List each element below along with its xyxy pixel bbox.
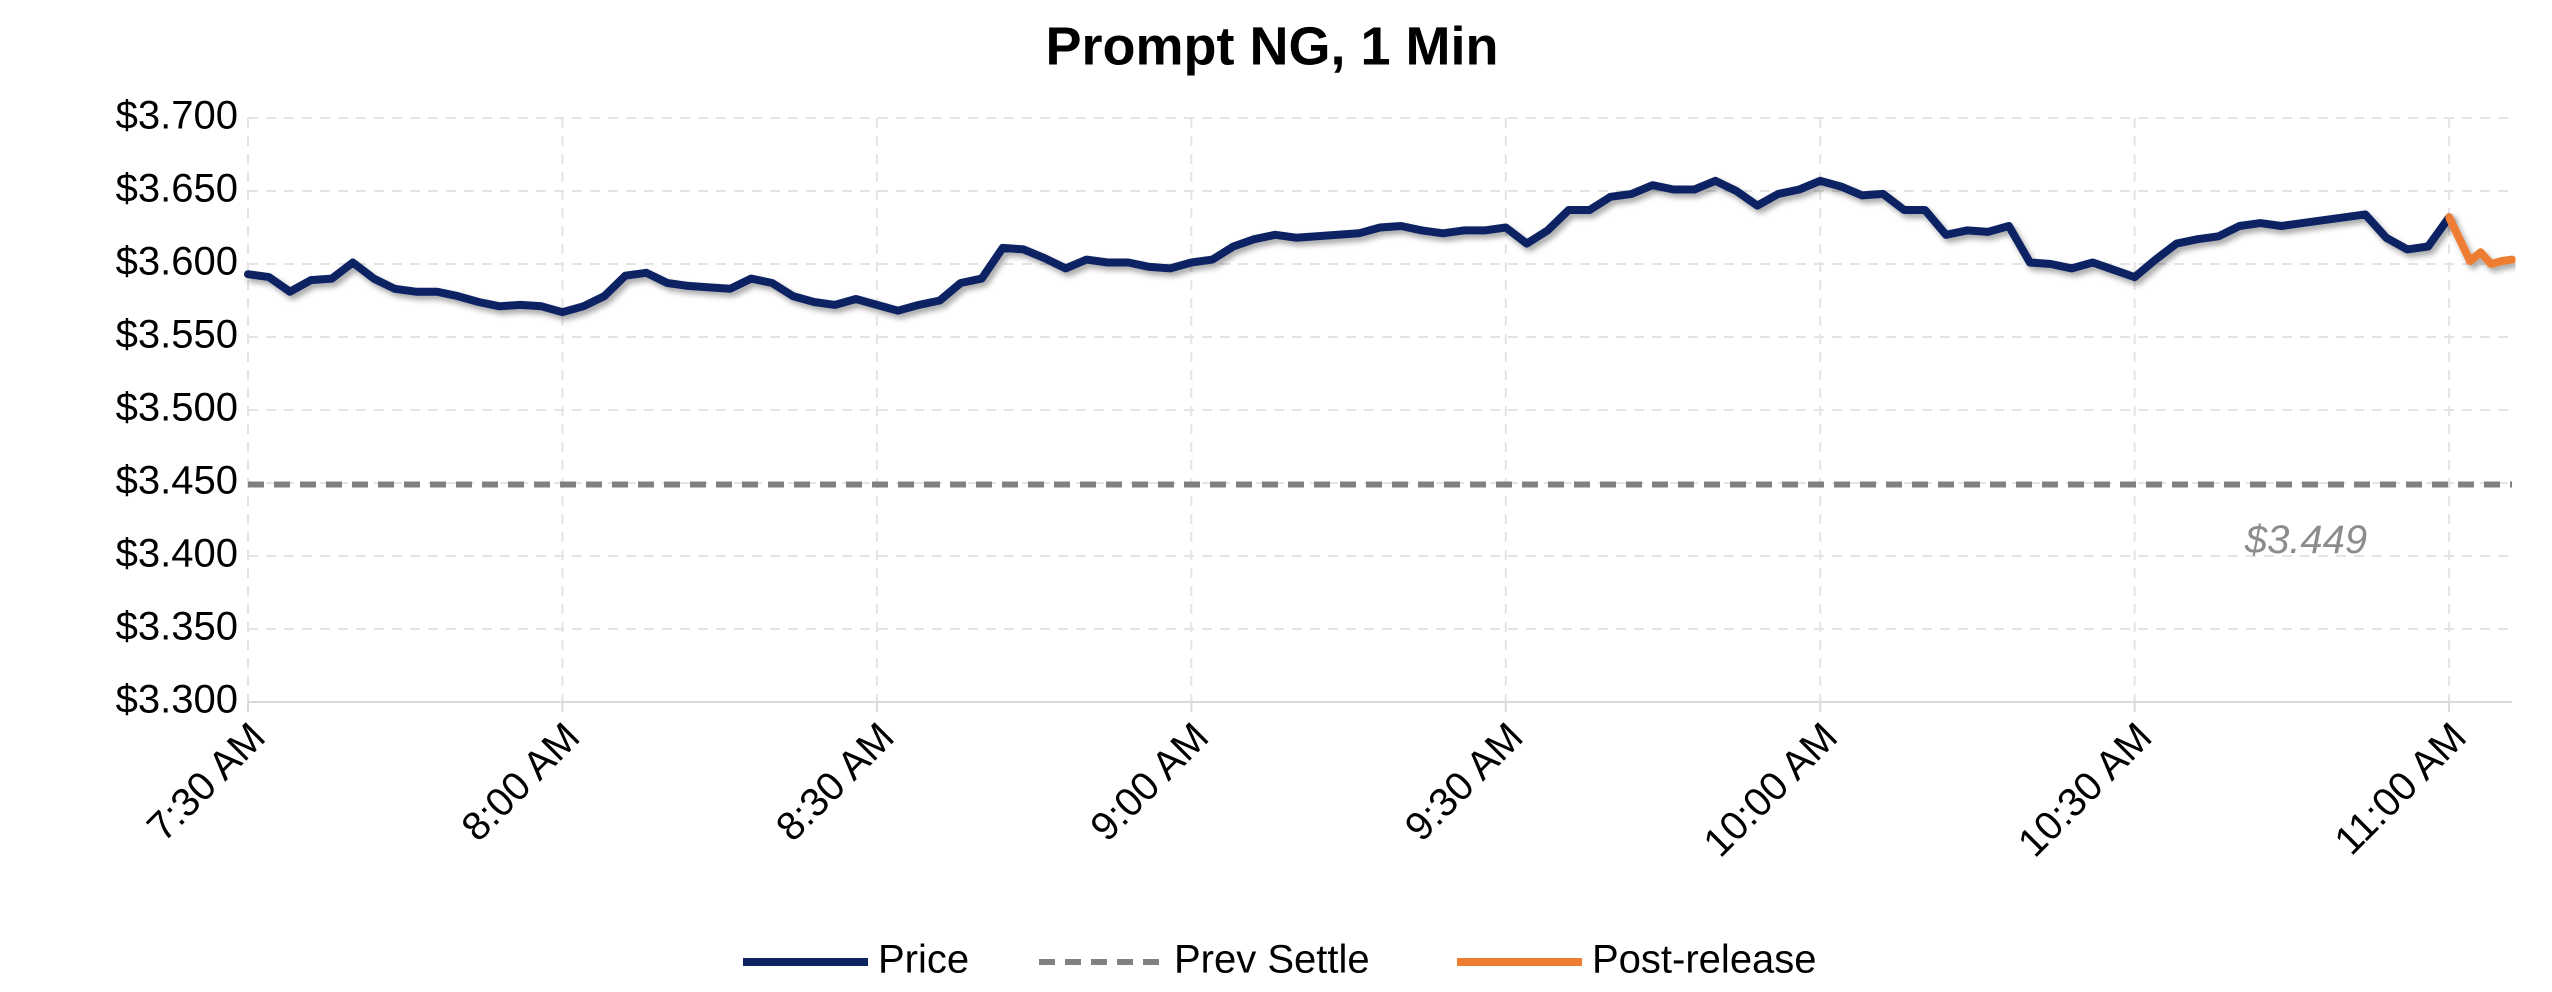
y-tick-label: $3.550 bbox=[116, 313, 238, 357]
y-tick-label: $3.600 bbox=[116, 240, 238, 284]
x-tick-label: 9:00 AM bbox=[1082, 715, 1217, 850]
y-tick-label: $3.500 bbox=[116, 386, 238, 430]
chart-title: Prompt NG, 1 Min bbox=[1045, 16, 1498, 76]
legend-label: Price bbox=[878, 938, 969, 982]
series-line bbox=[2445, 213, 2516, 268]
y-tick-label: $3.450 bbox=[116, 459, 238, 503]
y-tick-label: $3.700 bbox=[116, 94, 238, 138]
x-tick-label: 10:00 AM bbox=[1695, 715, 1846, 866]
legend-label: Prev Settle bbox=[1174, 938, 1370, 982]
y-tick-label: $3.350 bbox=[116, 605, 238, 649]
reference-label: $3.449 bbox=[2244, 518, 2367, 562]
x-tick-label: 8:00 AM bbox=[453, 715, 588, 850]
y-tick-label: $3.650 bbox=[116, 167, 238, 211]
y-tick-label: $3.300 bbox=[116, 678, 238, 722]
legend-label: Post-release bbox=[1592, 938, 1817, 982]
series-line bbox=[244, 176, 2454, 317]
x-tick-label: 9:30 AM bbox=[1397, 715, 1532, 850]
y-tick-label: $3.400 bbox=[116, 532, 238, 576]
x-tick-label: 10:30 AM bbox=[2010, 715, 2161, 866]
x-tick-label: 7:30 AM bbox=[139, 715, 274, 850]
x-tick-label: 8:30 AM bbox=[768, 715, 903, 850]
x-tick-label: 11:00 AM bbox=[2326, 715, 2475, 864]
